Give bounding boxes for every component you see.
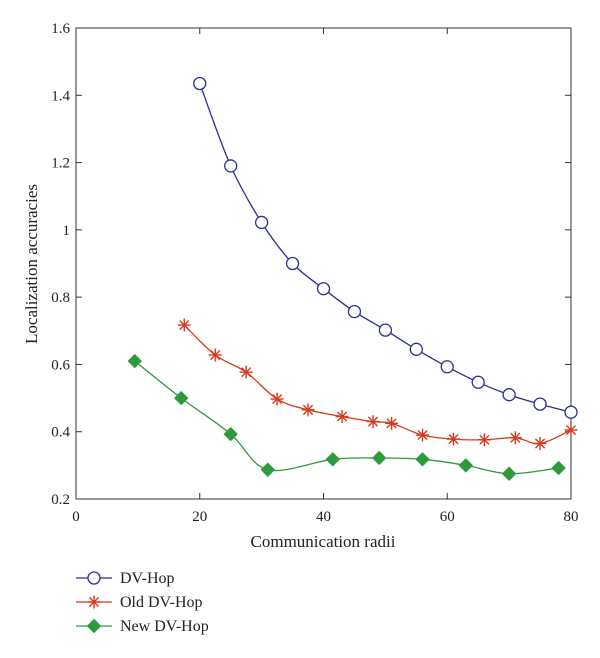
data-point-dv-hop	[347, 304, 362, 319]
legend-marker	[87, 571, 101, 585]
axes-frame	[75, 27, 572, 500]
asterisk-stroke	[417, 429, 428, 441]
plot-frame	[75, 27, 572, 500]
data-point-new-dv-hop	[415, 452, 430, 467]
data-point-old-dv-hop	[301, 403, 315, 417]
legend-label: Old DV-Hop	[120, 594, 203, 611]
series-layer	[127, 76, 578, 481]
x-tick-label: 60	[440, 509, 455, 525]
data-point-old-dv-hop	[477, 433, 491, 447]
y-tick-label: 0.8	[51, 290, 70, 306]
series-dv-hop	[193, 76, 578, 419]
data-point-dv-hop	[316, 282, 331, 296]
series-old-dv-hop	[177, 318, 578, 450]
data-point-dv-hop	[254, 215, 269, 230]
legend-label: DV-Hop	[120, 570, 175, 587]
data-point-dv-hop	[193, 76, 207, 91]
data-point-dv-hop	[564, 405, 578, 419]
asterisk-stroke	[241, 367, 252, 378]
data-point-new-dv-hop	[371, 450, 387, 466]
data-point-old-dv-hop	[385, 416, 399, 430]
asterisk-stroke	[272, 393, 283, 405]
y-axis-label: Localization accuracies	[22, 184, 41, 344]
data-point-new-dv-hop	[260, 462, 276, 477]
data-point-new-dv-hop	[223, 426, 238, 442]
asterisk-stroke	[367, 416, 379, 427]
legend-marker	[87, 595, 101, 609]
data-point-dv-hop	[502, 388, 516, 402]
data-point-dv-hop	[224, 159, 238, 173]
data-point-old-dv-hop	[335, 410, 349, 424]
data-point-old-dv-hop	[533, 436, 547, 450]
data-point-new-dv-hop	[173, 390, 189, 406]
legend-item-dv-hop: DV-Hop	[76, 570, 175, 587]
legend-item-new-dv-hop: New DV-Hop	[76, 618, 209, 635]
asterisk-stroke	[479, 434, 490, 445]
asterisk-stroke	[336, 411, 348, 422]
y-tick-label: 0.4	[51, 425, 70, 441]
data-point-old-dv-hop	[564, 423, 578, 437]
data-point-new-dv-hop	[501, 466, 517, 481]
data-point-old-dv-hop	[239, 365, 253, 379]
data-point-dv-hop	[378, 323, 393, 337]
data-point-old-dv-hop	[208, 348, 222, 362]
data-point-dv-hop	[471, 375, 485, 389]
data-point-dv-hop	[533, 397, 547, 411]
legend-item-old-dv-hop: Old DV-Hop	[76, 594, 203, 611]
asterisk-stroke	[534, 438, 546, 449]
data-point-new-dv-hop	[551, 460, 566, 476]
y-tick-label: 1.2	[51, 156, 70, 172]
series-line-dv-hop	[199, 83, 572, 413]
y-tick-label: 1.6	[51, 21, 70, 37]
x-tick-label: 0	[72, 509, 80, 525]
asterisk-stroke	[210, 349, 221, 361]
legend: DV-Hop Old DV-Hop New DV-Hop	[76, 570, 209, 635]
data-point-dv-hop	[409, 342, 423, 356]
series-new-dv-hop	[127, 353, 566, 481]
series-line-new-dv-hop	[134, 360, 559, 475]
asterisk-stroke	[448, 434, 459, 445]
data-point-old-dv-hop	[270, 392, 284, 406]
x-tick-label: 80	[564, 509, 579, 525]
data-point-new-dv-hop	[127, 353, 142, 369]
axis-ticks: 0 20 40 60 80 0.2 0.4 0.6 0.8 1 1.2 1.4 1.6	[51, 21, 578, 525]
asterisk-stroke	[179, 319, 190, 331]
data-point-old-dv-hop	[446, 432, 460, 446]
y-tick-label: 1.4	[51, 88, 70, 104]
asterisk-stroke	[386, 418, 397, 429]
data-point-new-dv-hop	[325, 452, 340, 467]
x-tick-label: 40	[316, 509, 331, 525]
asterisk-stroke	[302, 404, 314, 415]
asterisk-stroke	[88, 596, 100, 608]
data-point-old-dv-hop	[508, 431, 522, 445]
data-point-old-dv-hop	[177, 318, 191, 332]
data-point-dv-hop	[285, 256, 300, 271]
legend-label: New DV-Hop	[120, 618, 209, 635]
y-tick-label: 0.6	[51, 357, 70, 373]
x-axis-label: Communication radii	[251, 532, 396, 551]
legend-marker	[86, 618, 102, 634]
asterisk-stroke	[510, 432, 521, 443]
data-point-new-dv-hop	[458, 458, 474, 473]
data-point-dv-hop	[440, 360, 454, 374]
data-point-old-dv-hop	[366, 415, 380, 429]
data-point-old-dv-hop	[416, 428, 429, 442]
asterisk-stroke	[565, 424, 577, 436]
x-tick-label: 20	[192, 509, 207, 525]
y-tick-label: 0.2	[51, 492, 70, 508]
y-tick-label: 1	[63, 223, 71, 239]
